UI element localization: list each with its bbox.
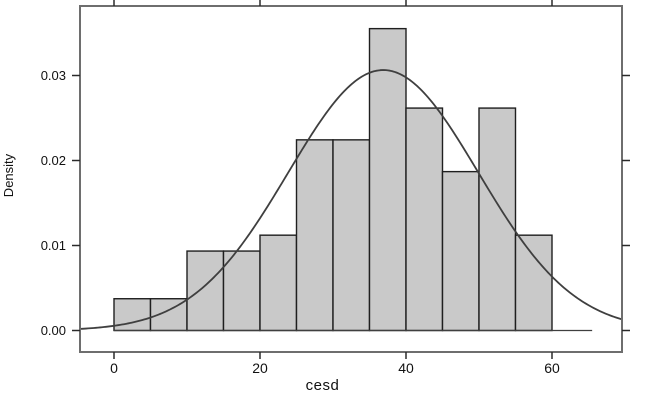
histogram-bar (441, 170, 480, 332)
y-axis-title: Density (1, 153, 16, 198)
histogram-bar (259, 234, 298, 332)
histogram-bar (478, 107, 517, 332)
histogram-bar (186, 250, 225, 332)
histogram-bar (222, 250, 261, 332)
histogram-bar (332, 139, 371, 332)
y-axis-tick-label: 0.01 (41, 238, 66, 253)
x-axis-tick-label: 60 (544, 360, 560, 376)
y-axis-tick-label: 0.02 (41, 153, 66, 168)
y-axis-tick-label: 0.03 (41, 68, 66, 83)
plot-frame (79, 5, 623, 353)
x-axis-tick-label: 0 (110, 360, 118, 376)
x-axis-tick-label: 40 (398, 360, 414, 376)
x-axis-tick-label: 20 (252, 360, 268, 376)
x-axis-title: cesd (305, 377, 340, 394)
histogram-bar (368, 27, 407, 332)
histogram-bar (295, 139, 334, 332)
histogram-bar (514, 234, 553, 332)
y-axis-tick-label: 0.00 (41, 323, 66, 338)
histogram-bar (405, 107, 444, 332)
normal-density-curve (79, 69, 623, 330)
